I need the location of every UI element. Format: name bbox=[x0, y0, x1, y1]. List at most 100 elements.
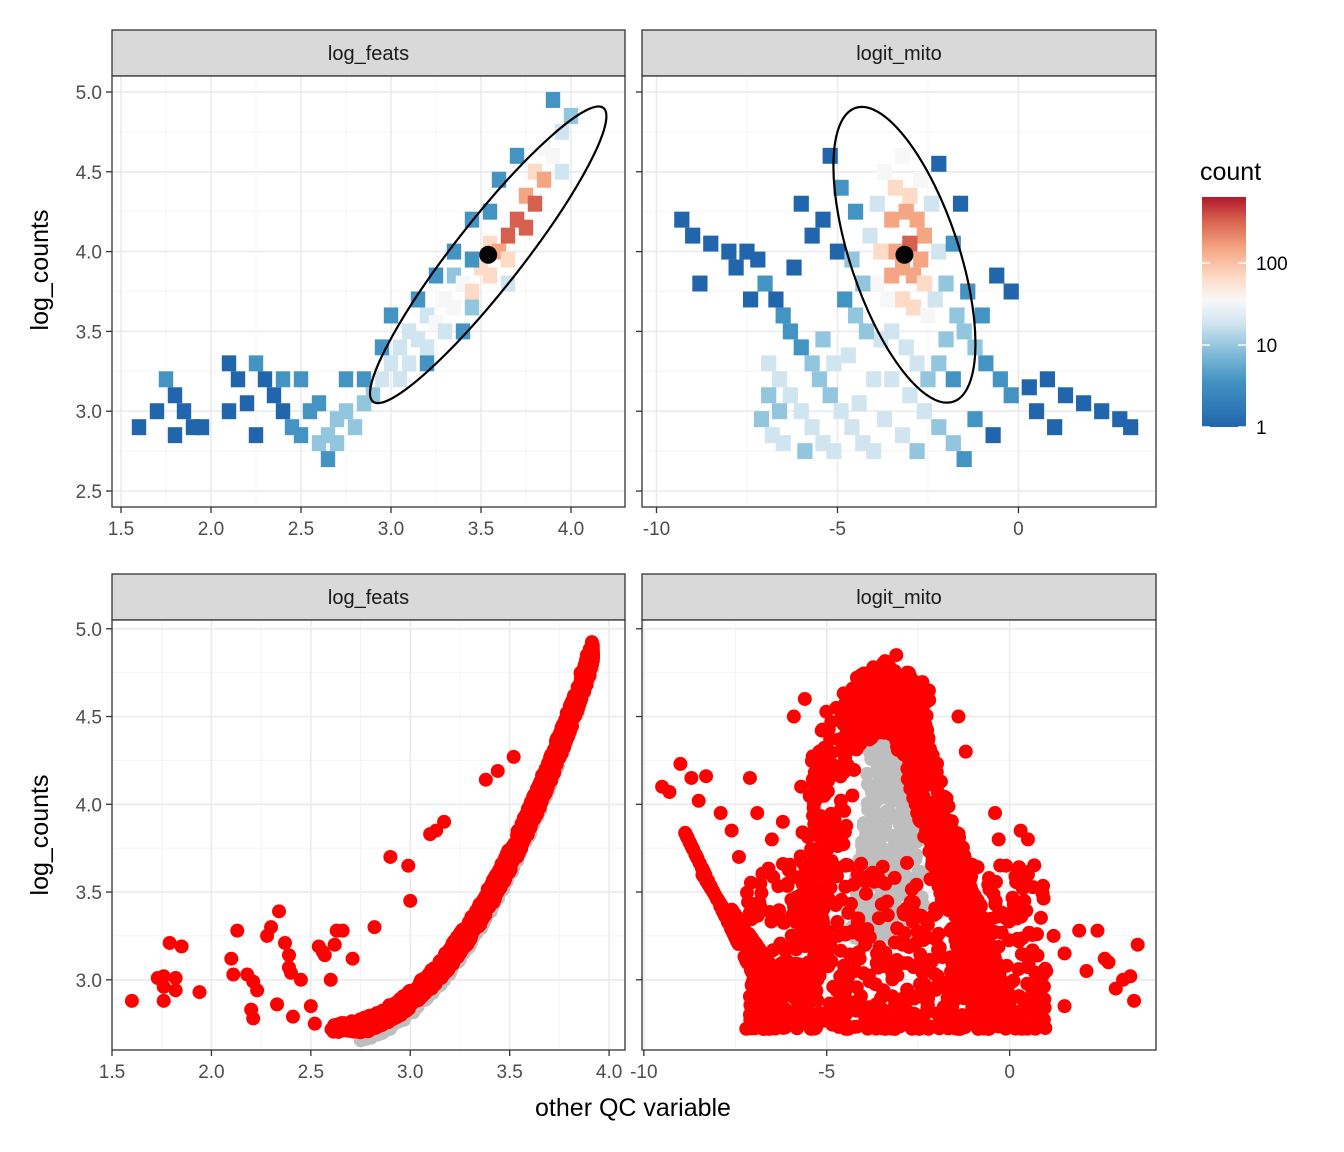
panel-top-logit_mito: logit_mito -10 -5 0 bbox=[636, 29, 1157, 540]
outlier-point bbox=[920, 777, 935, 792]
outlier-point bbox=[1030, 927, 1045, 942]
outlier-point bbox=[383, 1000, 398, 1015]
x-tick-label: -10 bbox=[630, 1062, 657, 1083]
outlier-point bbox=[281, 948, 296, 963]
outlier-point bbox=[438, 956, 453, 971]
outlier-point bbox=[907, 743, 922, 758]
heatmap-cell bbox=[482, 267, 498, 284]
heatmap-cell bbox=[275, 403, 291, 420]
outlier-point bbox=[813, 931, 828, 946]
heatmap-cell bbox=[221, 403, 237, 420]
inlier-point bbox=[876, 770, 891, 785]
heatmap-cell bbox=[822, 147, 838, 164]
outlier-point bbox=[686, 842, 701, 857]
x-tick-label: 3.0 bbox=[378, 519, 404, 540]
heatmap-cell bbox=[753, 411, 770, 428]
outlier-point bbox=[851, 710, 866, 725]
heatmap-cell bbox=[275, 371, 291, 388]
outlier-point bbox=[761, 861, 776, 876]
heatmap-cell bbox=[826, 443, 842, 460]
heatmap-cell bbox=[536, 171, 552, 188]
outlier-point bbox=[930, 1006, 945, 1021]
outlier-point bbox=[851, 945, 866, 960]
outlier-point bbox=[272, 904, 287, 919]
outlier-point bbox=[748, 1006, 763, 1021]
outlier-point bbox=[896, 935, 911, 950]
outlier-point bbox=[572, 686, 587, 701]
outlier-point bbox=[969, 950, 984, 965]
outlier-point bbox=[285, 1009, 300, 1024]
heatmap-cell bbox=[674, 211, 690, 228]
heatmap-cell bbox=[293, 427, 309, 444]
outlier-point bbox=[839, 960, 854, 975]
heatmap-cell bbox=[419, 339, 435, 356]
heatmap-cell bbox=[826, 355, 842, 372]
heatmap-cell bbox=[347, 419, 363, 436]
outlier-point bbox=[1024, 990, 1039, 1005]
outlier-point bbox=[498, 859, 513, 874]
outlier-point bbox=[1014, 947, 1029, 962]
outlier-point bbox=[585, 646, 600, 661]
heatmap-cell bbox=[554, 163, 570, 180]
y-tick-label: 4.0 bbox=[76, 795, 102, 816]
heatmap-cell bbox=[703, 235, 719, 252]
inlier-point bbox=[855, 835, 870, 850]
heatmap-cell bbox=[383, 355, 399, 372]
heatmap-cell bbox=[916, 403, 932, 420]
outlier-point bbox=[744, 912, 759, 927]
outlier-point bbox=[724, 823, 739, 838]
outlier-point bbox=[1072, 923, 1087, 938]
outlier-point bbox=[536, 788, 551, 803]
x-tick-label: 4.0 bbox=[558, 519, 584, 540]
y-tick-label: 4.0 bbox=[76, 243, 102, 264]
outlier-point bbox=[931, 926, 946, 941]
outlier-point bbox=[556, 729, 571, 744]
outlier-point bbox=[437, 814, 452, 829]
outlier-point bbox=[1108, 981, 1123, 996]
heatmap-cell bbox=[239, 395, 255, 412]
heatmap-cell bbox=[563, 107, 579, 124]
outlier-point bbox=[838, 687, 853, 702]
outlier-point bbox=[751, 900, 766, 915]
outlier-point bbox=[1037, 1000, 1052, 1015]
outlier-point bbox=[1009, 1007, 1024, 1022]
outlier-point bbox=[383, 849, 398, 864]
outlier-point bbox=[889, 999, 904, 1014]
outlier-point bbox=[813, 859, 828, 874]
outlier-point bbox=[303, 999, 318, 1014]
heatmap-cell bbox=[685, 227, 701, 244]
outlier-point bbox=[825, 764, 840, 779]
outlier-point bbox=[901, 772, 916, 787]
x-tick-label: 2.0 bbox=[198, 519, 224, 540]
y-tick-label: 3.5 bbox=[76, 883, 102, 904]
outlier-point bbox=[1039, 964, 1054, 979]
outlier-point bbox=[821, 722, 836, 737]
heatmap-cell bbox=[833, 179, 849, 196]
outlier-point bbox=[981, 998, 996, 1013]
center-point bbox=[895, 245, 914, 264]
outlier-point bbox=[794, 779, 809, 794]
outlier-point bbox=[1023, 1003, 1038, 1018]
panel-border bbox=[641, 75, 1157, 508]
outlier-point bbox=[711, 894, 726, 909]
outlier-point bbox=[791, 957, 806, 972]
outlier-point bbox=[1130, 937, 1145, 952]
inlier-point bbox=[871, 844, 886, 859]
heatmap-cell bbox=[1003, 387, 1019, 404]
heatmap-cell bbox=[956, 323, 972, 340]
outlier-point bbox=[861, 968, 876, 983]
outlier-point bbox=[837, 985, 852, 1000]
outlier-point bbox=[775, 814, 790, 829]
outlier-point bbox=[353, 1024, 368, 1039]
outlier-point bbox=[1022, 1020, 1037, 1035]
outlier-point bbox=[786, 938, 801, 953]
outlier-point bbox=[696, 869, 711, 884]
facet-strip-label: log_feats bbox=[328, 43, 409, 65]
outlier-point bbox=[958, 744, 973, 759]
heatmap-cell bbox=[419, 355, 435, 372]
outlier-point bbox=[403, 893, 418, 908]
outlier-point bbox=[156, 969, 171, 984]
heatmap-cell bbox=[757, 275, 773, 292]
heatmap-cell bbox=[437, 323, 453, 340]
outlier-point bbox=[829, 869, 844, 884]
